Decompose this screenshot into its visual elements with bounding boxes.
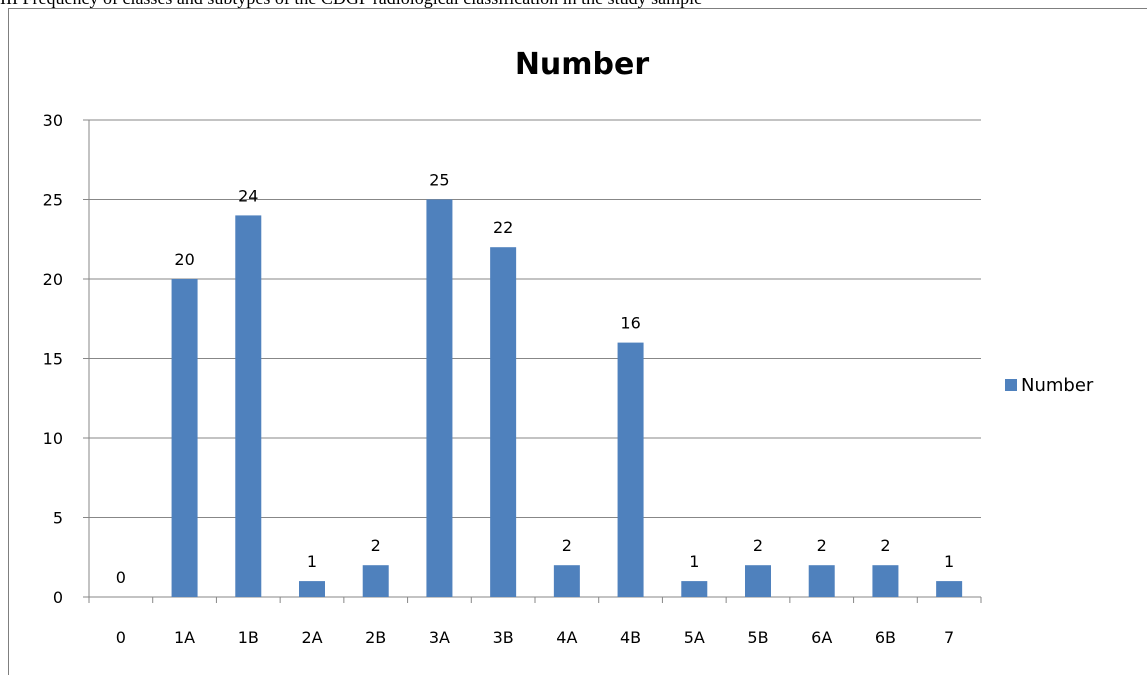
x-tick-label: 7 <box>944 628 954 647</box>
axes <box>83 120 981 603</box>
x-tick-label: 1A <box>174 628 195 647</box>
y-tick-label: 25 <box>43 191 63 210</box>
x-tick-label: 5A <box>684 628 705 647</box>
x-tick-label: 3A <box>429 628 450 647</box>
y-tick-label: 0 <box>53 588 63 607</box>
data-label: 1 <box>944 552 954 571</box>
x-tick-label: 4A <box>556 628 577 647</box>
bar <box>172 279 198 597</box>
legend-label: Number <box>1021 375 1094 396</box>
bar <box>490 247 516 597</box>
bar <box>426 200 452 598</box>
bar <box>554 565 580 597</box>
y-tick-label: 30 <box>43 111 63 130</box>
x-tick-label: 0 <box>116 628 126 647</box>
x-tick-label: 1B <box>238 628 259 647</box>
bar <box>681 581 707 597</box>
bar <box>618 343 644 597</box>
y-tick-label: 10 <box>43 429 63 448</box>
x-tick-label: 5B <box>747 628 768 647</box>
x-tick-label: 3B <box>493 628 514 647</box>
bar <box>936 581 962 597</box>
x-tick-label: 6A <box>811 628 832 647</box>
bar <box>745 565 771 597</box>
y-tick-labels: 0 5 10 15 20 25 30 <box>43 111 63 607</box>
data-label: 16 <box>620 314 640 333</box>
chart-title: Number <box>515 47 650 82</box>
x-tick-labels: 0 1A 1B 2A 2B 3A 3B 4A 4B 5A 5B 6A 6B 7 <box>116 628 954 647</box>
data-label: 0 <box>116 568 126 587</box>
gridlines <box>89 120 981 518</box>
x-tick-label: 2B <box>365 628 386 647</box>
x-tick-label: 6B <box>875 628 896 647</box>
data-label: 1 <box>689 552 699 571</box>
data-label: 20 <box>174 250 194 269</box>
y-tick-label: 5 <box>53 509 63 528</box>
y-tick-label: 20 <box>43 270 63 289</box>
bar <box>872 565 898 597</box>
data-label: 2 <box>753 536 763 555</box>
legend: Number <box>1005 375 1094 396</box>
data-label: 2 <box>817 536 827 555</box>
bar <box>809 565 835 597</box>
data-label: 24 <box>238 186 258 205</box>
data-label: 2 <box>371 536 381 555</box>
data-label: 25 <box>429 171 449 190</box>
legend-swatch <box>1005 379 1017 391</box>
bar <box>363 565 389 597</box>
bar <box>299 581 325 597</box>
bar <box>235 215 261 597</box>
y-tick-label: 15 <box>43 350 63 369</box>
x-tick-label: 4B <box>620 628 641 647</box>
data-label: 2 <box>562 536 572 555</box>
data-label: 2 <box>880 536 890 555</box>
data-label: 1 <box>307 552 317 571</box>
x-tick-label: 2A <box>301 628 322 647</box>
data-label: 22 <box>493 218 513 237</box>
